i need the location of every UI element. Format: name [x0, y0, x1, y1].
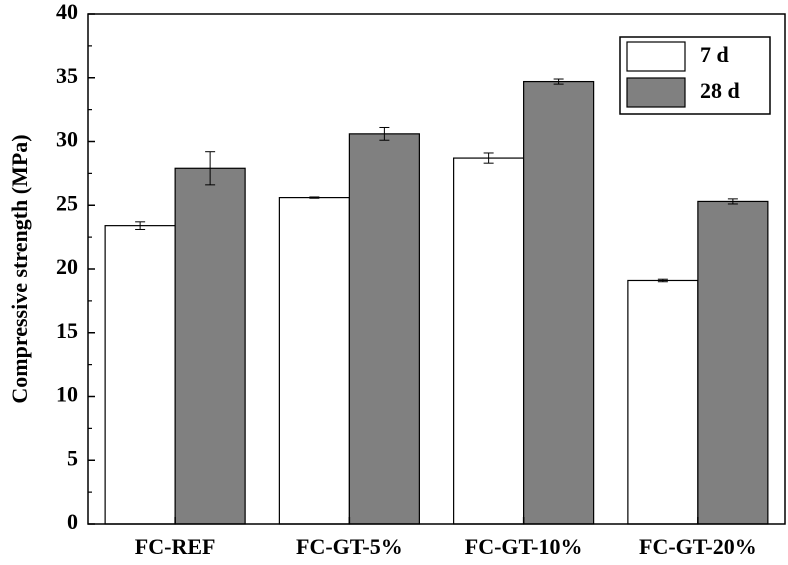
error-bar — [135, 221, 146, 230]
y-tick-label: 35 — [56, 63, 78, 88]
x-tick-label: FC-REF — [135, 534, 216, 559]
bar-28d-0 — [174, 167, 246, 525]
error-bar — [379, 126, 390, 141]
y-tick-label: 40 — [56, 0, 78, 24]
bar-7d-0 — [104, 225, 176, 525]
bar-28d-3 — [697, 200, 769, 525]
bar-7d-3 — [627, 279, 699, 525]
x-tick-label: FC-GT-20% — [639, 534, 757, 559]
legend-swatch — [626, 77, 686, 108]
x-tick-label: FC-GT-5% — [296, 534, 403, 559]
error-bar — [205, 151, 216, 186]
y-tick-label: 5 — [67, 445, 78, 470]
y-tick-label: 15 — [56, 318, 78, 343]
y-tick-label: 30 — [56, 127, 78, 152]
error-bar — [309, 196, 320, 199]
legend-label: 7 d — [700, 42, 729, 67]
error-bar — [727, 198, 738, 205]
y-axis-title: Compressive strength (MPa) — [7, 134, 32, 403]
bar-7d-2 — [453, 157, 525, 525]
bar-28d-1 — [348, 133, 420, 525]
y-tick-label: 25 — [56, 190, 78, 215]
legend: 7 d 28 d — [619, 36, 771, 115]
y-tick-label: 10 — [56, 382, 78, 407]
bar-28d-2 — [523, 80, 595, 525]
y-tick-label: 0 — [67, 509, 78, 534]
error-bar — [483, 152, 494, 164]
y-tick-label: 20 — [56, 254, 78, 279]
legend-label: 28 d — [700, 78, 740, 103]
bar-7d-1 — [278, 197, 350, 525]
error-bar — [657, 278, 668, 283]
error-bar — [553, 78, 564, 85]
x-tick-label: FC-GT-10% — [465, 534, 583, 559]
legend-swatch — [626, 41, 686, 72]
